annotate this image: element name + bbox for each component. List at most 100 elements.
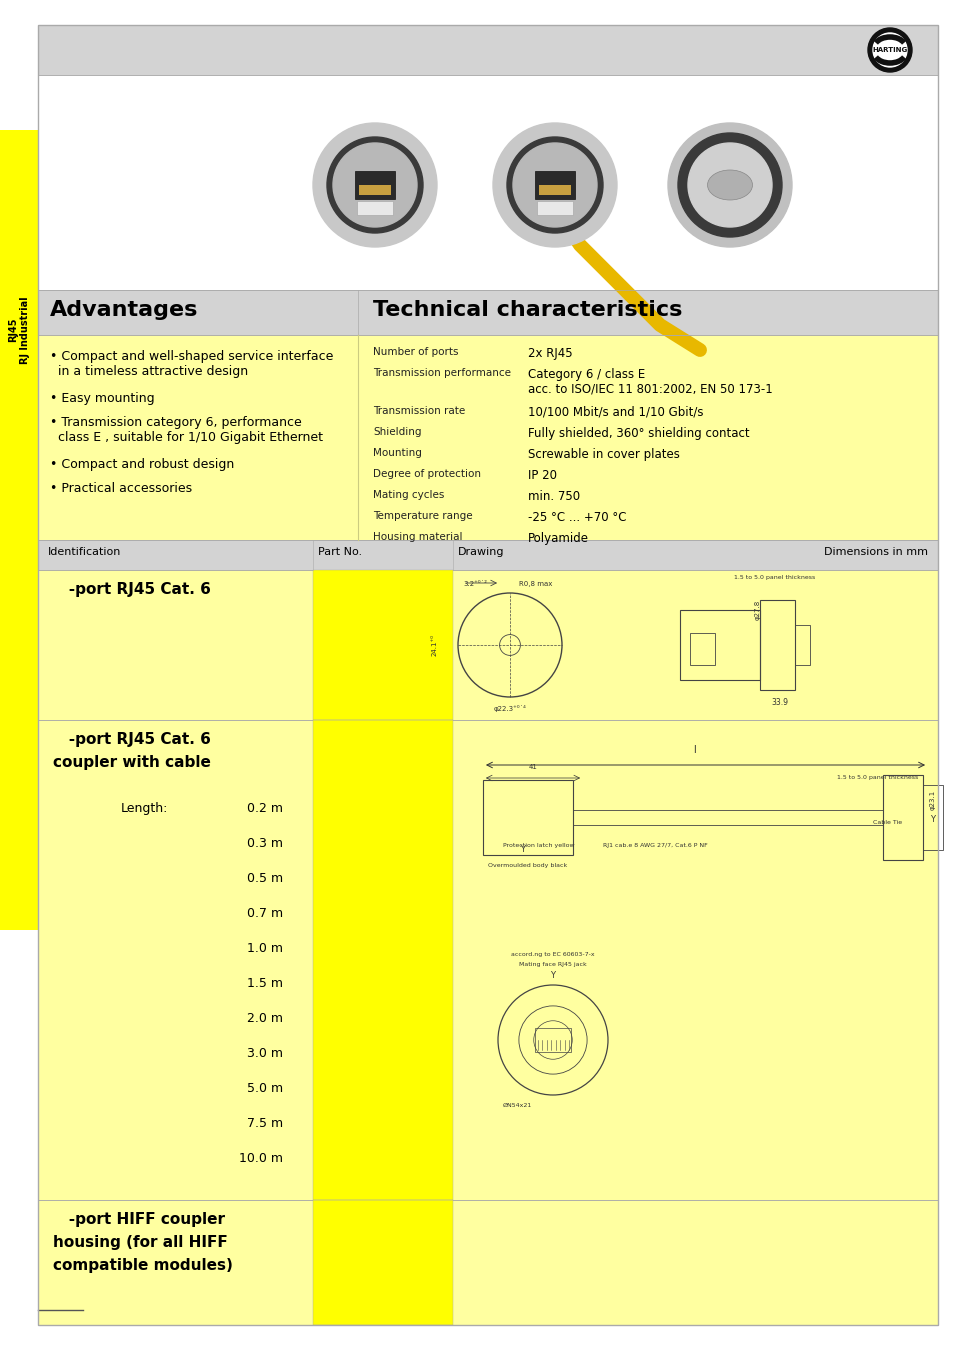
Text: Polyamide: Polyamide	[527, 532, 588, 545]
Bar	[38, 540, 937, 570]
Circle shape	[493, 123, 617, 247]
Bar	[689, 633, 714, 666]
Text: -port RJ45 Cat. 6: -port RJ45 Cat. 6	[53, 582, 211, 597]
Circle shape	[513, 143, 597, 227]
Text: -port HIFF coupler: -port HIFF coupler	[53, 1212, 225, 1227]
Bar	[38, 540, 937, 570]
Text: Cable Tie: Cable Tie	[872, 819, 902, 825]
Text: Housing material: Housing material	[373, 532, 462, 541]
Bar	[38, 26, 937, 76]
Text: φ22.3⁺⁰˙⁴: φ22.3⁺⁰˙⁴	[493, 705, 526, 711]
Text: 1.5 to 5.0 panel thickness: 1.5 to 5.0 panel thickness	[836, 775, 917, 780]
Circle shape	[678, 134, 781, 238]
Text: Dimensions in mm: Dimensions in mm	[823, 547, 927, 558]
Text: Protection latch yellow: Protection latch yellow	[502, 842, 574, 848]
Text: compatible modules): compatible modules)	[53, 1258, 233, 1273]
Text: 2x RJ45: 2x RJ45	[527, 347, 572, 360]
Text: accord.ng to EC 60603-7-x: accord.ng to EC 60603-7-x	[511, 952, 594, 957]
Text: 1.5 m: 1.5 m	[247, 977, 283, 990]
Text: -25 °C ... +70 °C: -25 °C ... +70 °C	[527, 512, 626, 524]
Text: Screwable in cover plates: Screwable in cover plates	[527, 448, 679, 460]
Text: Y: Y	[929, 815, 934, 825]
Text: Category 6 / class E
acc. to ISO/IEC 11 801:2002, EN 50 173-1: Category 6 / class E acc. to ISO/IEC 11 …	[527, 369, 772, 396]
Text: coupler with cable: coupler with cable	[53, 755, 211, 770]
Text: 7.5 m: 7.5 m	[247, 1116, 283, 1130]
Text: Identification: Identification	[48, 547, 121, 558]
Text: 0.7 m: 0.7 m	[247, 907, 283, 919]
Circle shape	[867, 28, 911, 72]
Text: • Transmission category 6, performance
  class E , suitable for 1/10 Gigabit Eth: • Transmission category 6, performance c…	[50, 416, 323, 444]
Bar	[38, 570, 937, 720]
Bar	[923, 784, 942, 850]
Bar	[794, 625, 809, 666]
Text: 1.0 m: 1.0 m	[247, 942, 283, 954]
Text: Y: Y	[550, 971, 555, 980]
Bar	[38, 26, 937, 76]
Text: 24.1⁺⁰: 24.1⁺⁰	[432, 634, 437, 656]
Text: Advantages: Advantages	[50, 300, 198, 320]
Bar	[538, 185, 571, 194]
Bar	[537, 201, 573, 215]
Text: Technical characteristics: Technical characteristics	[373, 300, 681, 320]
Bar	[38, 1200, 937, 1324]
Bar	[38, 335, 937, 540]
Bar	[38, 1200, 937, 1324]
Bar	[535, 171, 575, 198]
Bar	[313, 720, 453, 1200]
Text: Length:: Length:	[120, 802, 168, 815]
Text: 0.3 m: 0.3 m	[247, 837, 283, 850]
Bar	[482, 780, 573, 855]
Text: Shielding: Shielding	[373, 427, 421, 437]
Text: Overmoulded body black: Overmoulded body black	[488, 863, 567, 868]
Circle shape	[313, 123, 436, 247]
Bar	[38, 570, 937, 720]
Circle shape	[687, 143, 771, 227]
Text: Fully shielded, 360° shielding contact: Fully shielded, 360° shielding contact	[527, 427, 749, 440]
Text: 5.0 m: 5.0 m	[247, 1081, 283, 1095]
Text: 0.2 m: 0.2 m	[247, 802, 283, 815]
Bar	[313, 720, 453, 1200]
Text: 2.0 m: 2.0 m	[247, 1012, 283, 1025]
Bar	[313, 570, 453, 720]
Bar	[0, 130, 38, 930]
Text: • Practical accessories: • Practical accessories	[50, 482, 192, 495]
Bar	[355, 171, 395, 198]
Circle shape	[333, 143, 416, 227]
Bar	[882, 775, 923, 860]
Bar	[679, 610, 760, 680]
Text: φ23.1: φ23.1	[929, 790, 935, 810]
Bar	[356, 201, 393, 215]
Bar	[358, 185, 391, 194]
Circle shape	[327, 136, 422, 234]
Bar	[38, 335, 937, 540]
Text: 10/100 Mbit/s and 1/10 Gbit/s: 10/100 Mbit/s and 1/10 Gbit/s	[527, 406, 702, 418]
Text: Transmission rate: Transmission rate	[373, 406, 465, 416]
Text: Transmission performance: Transmission performance	[373, 369, 511, 378]
Text: min. 750: min. 750	[527, 490, 579, 504]
Ellipse shape	[707, 170, 752, 200]
Circle shape	[667, 123, 791, 247]
Text: ØN54x21: ØN54x21	[502, 1103, 532, 1108]
Bar	[535, 1027, 571, 1052]
Bar	[38, 290, 937, 335]
Text: 1.5 to 5.0 panel thickness: 1.5 to 5.0 panel thickness	[733, 575, 814, 580]
Text: 0.5 m: 0.5 m	[247, 872, 283, 886]
Text: Y: Y	[520, 845, 525, 855]
Text: 10.0 m: 10.0 m	[239, 1152, 283, 1165]
Circle shape	[506, 136, 602, 234]
Text: RJ1 cab.e 8 AWG 27/7, Cat.6 P NF: RJ1 cab.e 8 AWG 27/7, Cat.6 P NF	[602, 842, 707, 848]
Text: R0,8 max: R0,8 max	[518, 580, 552, 587]
Text: 3.2⁺⁰˙²: 3.2⁺⁰˙²	[462, 580, 486, 587]
Text: • Compact and robust design: • Compact and robust design	[50, 458, 234, 471]
Bar	[313, 1200, 453, 1324]
Text: • Easy mounting: • Easy mounting	[50, 392, 154, 405]
Text: Degree of protection: Degree of protection	[373, 468, 480, 479]
Text: Mating cycles: Mating cycles	[373, 490, 444, 500]
Text: housing (for all HIFF: housing (for all HIFF	[53, 1235, 228, 1250]
Text: l: l	[693, 745, 696, 755]
Text: 33.9: 33.9	[771, 698, 788, 707]
Text: IP 20: IP 20	[527, 468, 557, 482]
Text: • Compact and well-shaped service interface
  in a timeless attractive design: • Compact and well-shaped service interf…	[50, 350, 333, 378]
Text: 41: 41	[528, 764, 537, 769]
Text: 3.0 m: 3.0 m	[247, 1048, 283, 1060]
